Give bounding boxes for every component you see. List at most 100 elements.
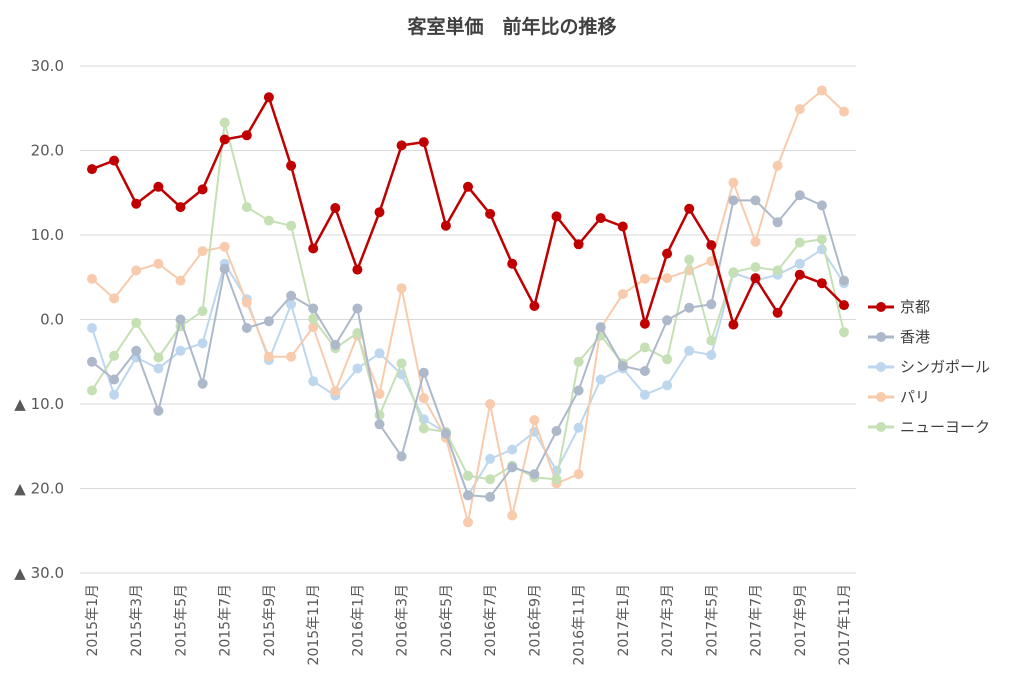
data-point bbox=[662, 315, 673, 326]
series-4 bbox=[87, 92, 849, 330]
data-point bbox=[440, 428, 451, 439]
data-point bbox=[639, 342, 650, 353]
data-point bbox=[396, 451, 407, 462]
data-point bbox=[573, 422, 584, 433]
data-point bbox=[153, 405, 164, 416]
data-point bbox=[728, 267, 739, 278]
data-point bbox=[109, 293, 120, 304]
legend-label: 京都 bbox=[900, 298, 930, 316]
data-point bbox=[308, 243, 319, 254]
x-tick-label: 2015年7月 bbox=[218, 584, 234, 657]
data-point bbox=[374, 410, 385, 420]
data-point bbox=[418, 367, 429, 378]
data-point bbox=[507, 462, 518, 473]
data-point bbox=[153, 352, 164, 363]
data-point bbox=[551, 211, 562, 222]
data-point bbox=[330, 386, 341, 397]
series-3 bbox=[87, 190, 849, 502]
data-point bbox=[529, 415, 540, 426]
data-point bbox=[639, 389, 650, 400]
x-tick-label: 2017年7月 bbox=[749, 584, 765, 657]
legend-label: パリ bbox=[900, 388, 930, 406]
data-point bbox=[794, 104, 805, 115]
data-point bbox=[485, 474, 496, 485]
data-point bbox=[794, 190, 805, 201]
data-point bbox=[772, 307, 783, 318]
data-point bbox=[706, 240, 717, 251]
data-point bbox=[87, 164, 97, 175]
data-point bbox=[241, 323, 252, 333]
data-point bbox=[617, 221, 628, 232]
legend-item: ニューヨーク bbox=[868, 418, 990, 436]
data-point bbox=[418, 423, 429, 434]
data-point bbox=[463, 490, 473, 501]
y-tick-label: ▲ 30.0 bbox=[14, 564, 64, 582]
legend-swatch-marker bbox=[876, 332, 886, 342]
data-point bbox=[286, 299, 297, 310]
data-point bbox=[352, 363, 363, 374]
data-point bbox=[662, 354, 673, 365]
legend-item: 香港 bbox=[868, 328, 930, 346]
data-point bbox=[662, 380, 673, 391]
data-point bbox=[595, 213, 606, 224]
x-tick-label: 2015年3月 bbox=[129, 584, 145, 657]
data-point bbox=[573, 356, 584, 367]
data-point bbox=[175, 345, 186, 356]
data-point bbox=[197, 184, 208, 195]
data-point bbox=[463, 470, 473, 481]
data-point bbox=[286, 290, 297, 301]
data-point bbox=[750, 195, 761, 206]
data-point bbox=[153, 363, 164, 374]
x-tick-label: 2017年3月 bbox=[660, 584, 676, 657]
data-point bbox=[750, 262, 761, 273]
x-tick-label: 2016年1月 bbox=[350, 584, 366, 657]
data-point bbox=[352, 264, 363, 275]
data-point bbox=[662, 273, 673, 284]
legend-swatch-marker bbox=[876, 392, 886, 402]
data-point bbox=[617, 289, 628, 300]
data-point bbox=[153, 258, 164, 269]
data-point bbox=[816, 278, 827, 289]
data-point bbox=[219, 263, 230, 274]
data-point bbox=[639, 273, 650, 284]
data-point bbox=[308, 322, 319, 333]
x-tick-label: 2016年11月 bbox=[572, 584, 588, 665]
data-point bbox=[839, 327, 849, 338]
data-point bbox=[772, 217, 783, 228]
legend-swatch-marker bbox=[876, 422, 886, 432]
data-point bbox=[728, 177, 739, 188]
data-point bbox=[418, 137, 429, 148]
data-point bbox=[197, 338, 208, 349]
data-point bbox=[662, 248, 673, 259]
x-tick-label: 2016年5月 bbox=[439, 584, 455, 657]
data-point bbox=[374, 388, 385, 399]
data-point bbox=[706, 335, 717, 346]
data-point bbox=[418, 393, 429, 404]
data-point bbox=[109, 155, 120, 166]
data-point bbox=[750, 236, 761, 247]
data-point bbox=[839, 300, 849, 311]
data-point bbox=[308, 313, 319, 324]
data-point bbox=[87, 273, 97, 284]
data-point bbox=[308, 376, 319, 387]
data-point bbox=[728, 319, 739, 330]
data-point bbox=[197, 306, 208, 317]
legend-label: シンガポール bbox=[900, 358, 990, 376]
data-point bbox=[463, 181, 473, 192]
series-line bbox=[91, 89, 845, 524]
series-line bbox=[91, 121, 845, 481]
legend-item: 京都 bbox=[868, 298, 930, 316]
data-point bbox=[175, 202, 186, 213]
data-point bbox=[529, 469, 540, 480]
data-point bbox=[352, 328, 363, 338]
data-point bbox=[131, 198, 142, 209]
data-point bbox=[131, 317, 142, 328]
data-point bbox=[794, 237, 805, 248]
data-point bbox=[595, 374, 606, 385]
x-tick-label: 2015年1月 bbox=[85, 584, 101, 657]
data-point bbox=[639, 318, 650, 329]
data-point bbox=[330, 203, 341, 213]
legend-swatch-marker bbox=[876, 302, 886, 312]
data-point bbox=[529, 301, 540, 311]
